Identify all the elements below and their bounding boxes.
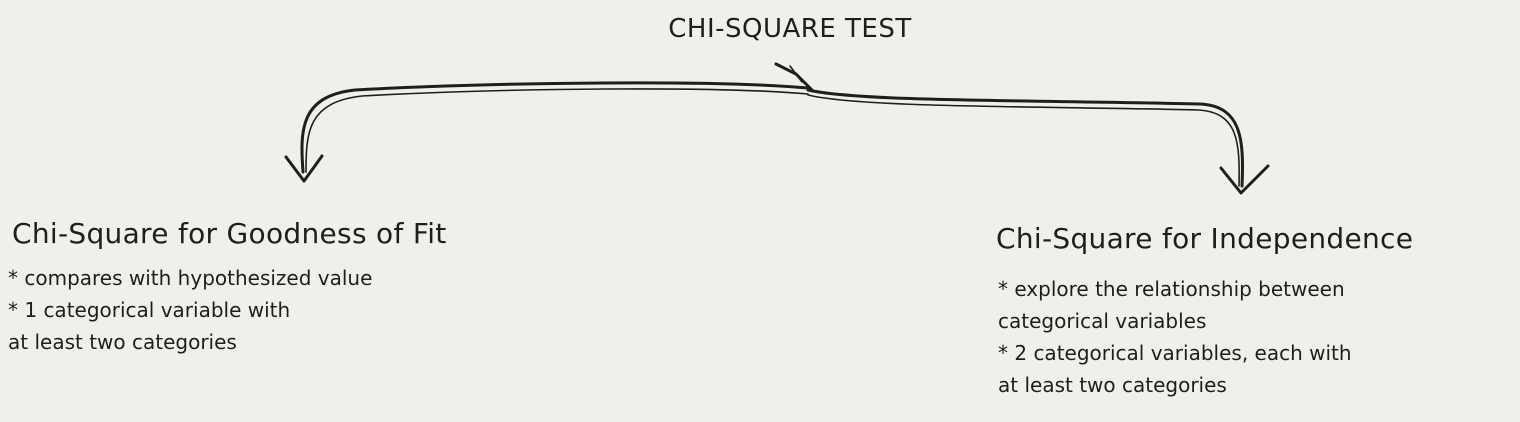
- left-arrow-curve: [300, 81, 810, 174]
- branch-bullets: * compares with hypothesized value * 1 c…: [8, 262, 447, 358]
- branch-goodness-of-fit: Chi-Square for Goodness of Fit * compare…: [8, 217, 447, 358]
- branch-title: Chi-Square for Goodness of Fit: [12, 217, 447, 250]
- branch-independence: Chi-Square for Independence * explore th…: [996, 222, 1413, 401]
- bullet-line: * 1 categorical variable with: [8, 298, 291, 322]
- branch-bullets: * explore the relationship between categ…: [998, 273, 1413, 401]
- bullet-line: * explore the relationship between: [998, 277, 1345, 301]
- diagram-title: CHI-SQUARE TEST: [668, 14, 912, 44]
- bullet-line: at least two categories: [998, 373, 1227, 397]
- bullet-line: * 2 categorical variables, each with: [998, 341, 1352, 365]
- bullet-line: categorical variables: [998, 309, 1207, 333]
- branch-title: Chi-Square for Independence: [996, 222, 1414, 255]
- title-tick-2: [789, 65, 803, 83]
- bullet-line: at least two categories: [8, 330, 237, 354]
- bullet-line: * compares with hypothesized value: [8, 266, 373, 290]
- left-arrow-curve-double: [305, 88, 809, 173]
- right-arrow-curve: [806, 88, 1244, 188]
- right-arrow-curve-double: [807, 94, 1240, 187]
- left-arrow-head: [284, 154, 324, 183]
- right-arrow-head: [1219, 164, 1270, 195]
